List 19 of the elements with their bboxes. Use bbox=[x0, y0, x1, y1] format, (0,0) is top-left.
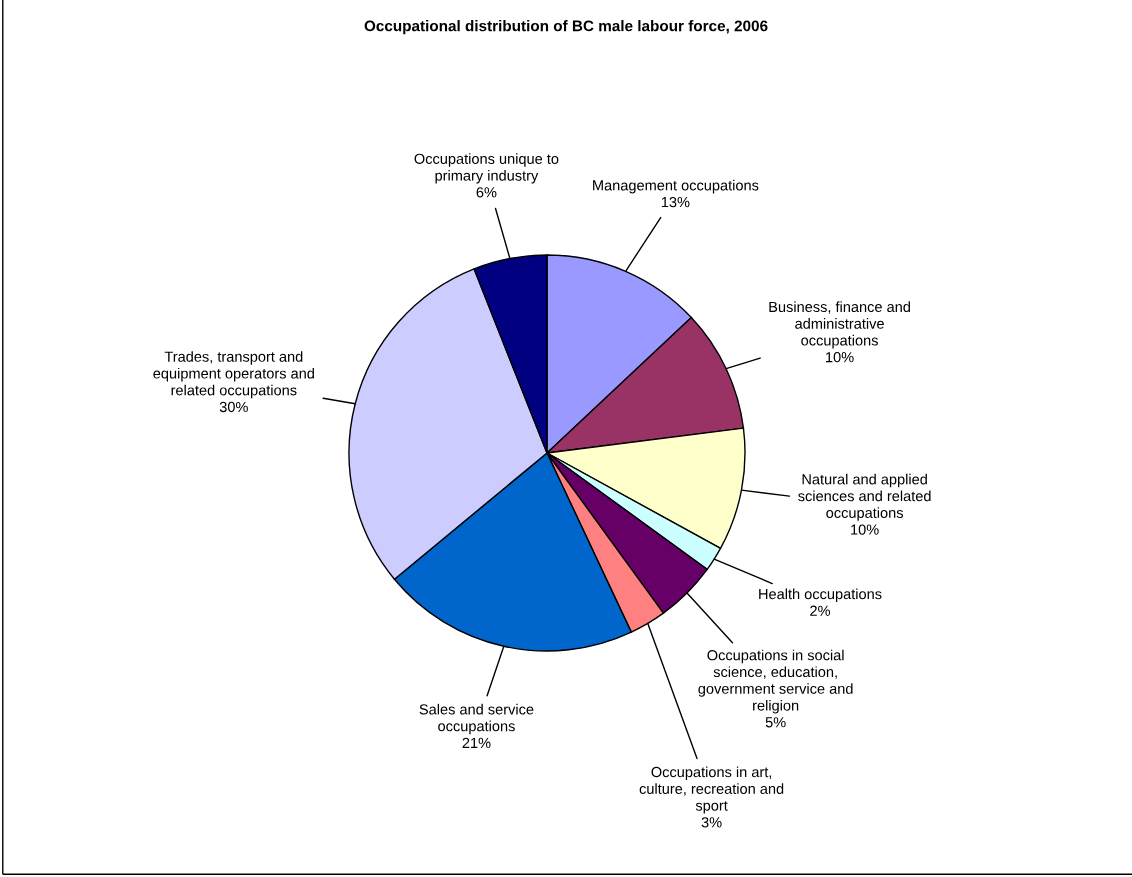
data-label: 13% bbox=[661, 196, 690, 208]
slice-label: Occupations in art, culture, recreation and sport bbox=[639, 766, 784, 814]
slice-label: Management occupations bbox=[593, 179, 759, 194]
data-label: 2% bbox=[810, 605, 831, 616]
slice-label: Occupations unique to primary industry bbox=[414, 153, 559, 184]
slice-label: Trades, transport and equipment operators and related occupations bbox=[153, 351, 314, 399]
slice-label: Natural and applied sciences and related occupations bbox=[798, 473, 931, 521]
slice-label: Occupations in social science, education, government service and religion bbox=[698, 649, 853, 714]
slice-label: Health occupations bbox=[759, 588, 882, 603]
data-label: 10% bbox=[851, 524, 879, 535]
slice-label: Business, finance and administrative occupations bbox=[769, 301, 910, 349]
data-label: 30% bbox=[219, 401, 248, 413]
data-label: 6% bbox=[476, 187, 497, 198]
data-label: 10% bbox=[826, 352, 854, 363]
data-label: 3% bbox=[701, 817, 722, 828]
data-label: 21% bbox=[462, 737, 491, 749]
data-label: 5% bbox=[765, 717, 786, 728]
chart-title: Occupational distribution of BC male labour force, 2006 bbox=[364, 20, 768, 35]
slice-label: Sales and service occupations bbox=[419, 703, 534, 735]
